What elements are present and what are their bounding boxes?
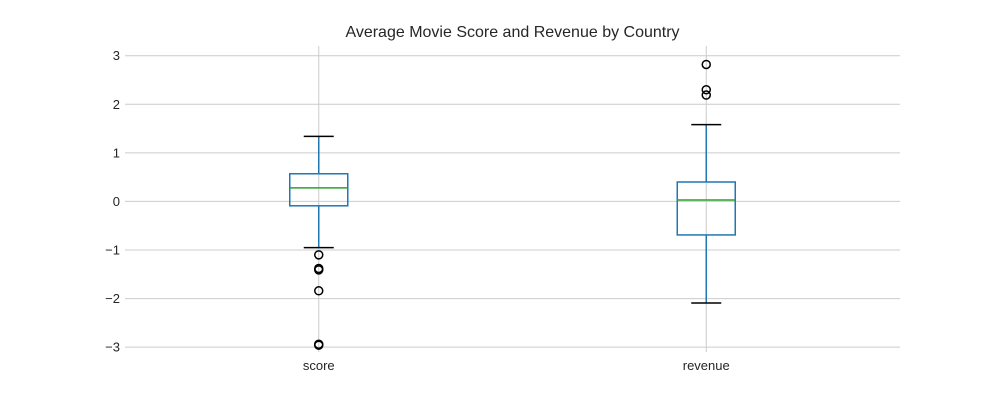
y-tick-label: 1	[113, 145, 120, 160]
outlier-point	[701, 90, 711, 100]
outlier-point	[314, 286, 324, 296]
y-tick-label: 2	[113, 97, 120, 112]
y-tick-label: −2	[105, 291, 120, 306]
box-iqr	[289, 172, 349, 207]
x-tick-label: score	[303, 358, 335, 373]
y-tick-label: 0	[113, 194, 120, 209]
y-tick-label: −3	[105, 340, 120, 355]
outlier-point	[314, 265, 324, 275]
x-tick-label: revenue	[683, 358, 730, 373]
outlier-point	[701, 84, 711, 95]
y-tick-label: −1	[105, 243, 120, 258]
box-iqr	[676, 181, 736, 236]
outlier-point	[701, 59, 711, 70]
outlier-point	[314, 340, 324, 350]
y-tick-label: 3	[113, 48, 120, 63]
chart-title: Average Movie Score and Revenue by Count…	[345, 24, 680, 41]
outlier-point	[314, 250, 324, 260]
